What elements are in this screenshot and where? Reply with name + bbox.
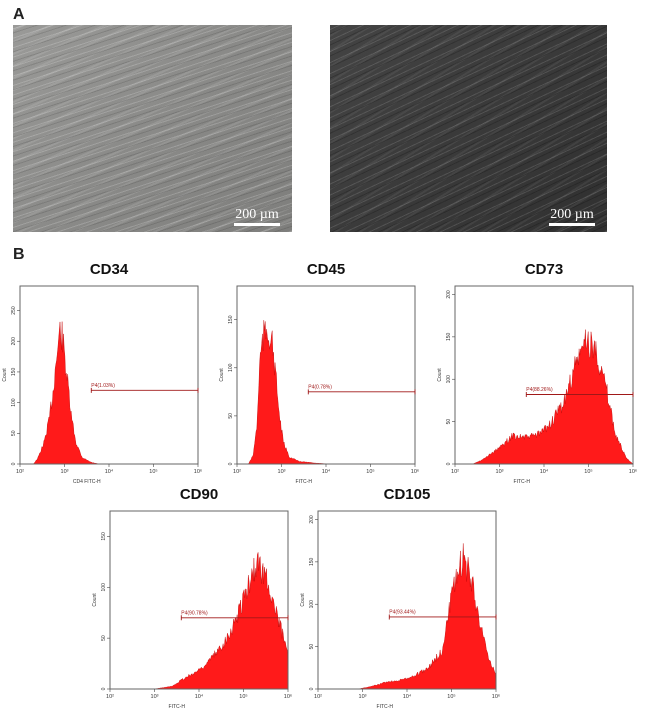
histogram-area xyxy=(472,329,634,465)
y-tick-label: 100 xyxy=(446,375,452,384)
gate-label: P4(90.78%) xyxy=(181,610,208,616)
y-tick-label: 100 xyxy=(228,363,234,372)
histogram-area xyxy=(154,552,289,690)
x-tick-label: 10³ xyxy=(151,694,159,700)
histogram-area xyxy=(33,321,100,465)
gate-label: P4(1.03%) xyxy=(91,383,115,389)
y-tick-label: 150 xyxy=(11,368,17,377)
scale-bar-label: 200 µm xyxy=(235,207,279,222)
y-tick-label: 50 xyxy=(309,644,315,650)
x-tick-label: 10³ xyxy=(61,469,69,475)
x-tick-label: 10² xyxy=(451,469,459,475)
gate-marker xyxy=(90,387,199,393)
x-tick-label: 10⁴ xyxy=(540,468,549,475)
x-tick-label: 10³ xyxy=(359,694,367,700)
histogram-area xyxy=(358,543,497,690)
x-tick-label: 10⁴ xyxy=(195,693,204,700)
x-tick-label: 10⁶ xyxy=(411,468,419,475)
micrograph-bright-field: 200 µm xyxy=(13,25,292,232)
gate-label: P4(0.78%) xyxy=(308,384,332,390)
x-tick-label: 10⁶ xyxy=(629,468,637,475)
plot-canvas: 0 50 100 150 200 250 Count 10² 10³ 10⁴ 10⁵ 10⁶ CD4 F… xyxy=(2,285,202,485)
plot-title: CD105 xyxy=(383,486,431,503)
x-tick-label: 10⁴ xyxy=(403,693,412,700)
x-tick-label: 10² xyxy=(233,469,241,475)
plot-title: CD73 xyxy=(524,261,564,278)
x-axis-label: FITC-H xyxy=(514,479,531,485)
y-axis-label: Count xyxy=(92,593,98,607)
y-tick-label: 50 xyxy=(11,430,17,436)
x-axis-label: FITC-H xyxy=(377,704,394,710)
gate-marker xyxy=(180,615,289,621)
y-tick-label: 250 xyxy=(11,306,17,315)
y-tick-label: 0 xyxy=(309,687,315,690)
y-axis-label: Count xyxy=(219,368,225,382)
gate-marker xyxy=(388,614,497,620)
x-tick-label: 10³ xyxy=(496,469,504,475)
x-axis-label: FITC-H xyxy=(296,479,313,485)
y-tick-label: 0 xyxy=(446,462,452,465)
x-tick-label: 10⁵ xyxy=(239,693,247,700)
y-tick-label: 200 xyxy=(309,515,315,524)
y-tick-label: 0 xyxy=(228,462,234,465)
y-tick-label: 100 xyxy=(309,600,315,609)
plot-title: CD45 xyxy=(306,261,346,278)
plot-canvas: 0 50 100 150 Count 10² 10³ 10⁴ 10⁵ 10⁶ FITC-H P4(0.… xyxy=(219,285,419,485)
y-tick-label: 150 xyxy=(228,315,234,324)
y-axis-label: Count xyxy=(437,368,443,382)
gate-marker xyxy=(307,389,416,395)
panel-b-label: B xyxy=(13,246,25,263)
x-tick-label: 10⁶ xyxy=(492,693,500,700)
y-tick-label: 0 xyxy=(11,462,17,465)
x-tick-label: 10⁶ xyxy=(194,468,202,475)
plot-canvas: 0 50 100 150 200 Count 10² 10³ 10⁴ 10⁵ 10⁶ FITC-H P4… xyxy=(437,285,637,485)
x-tick-label: 10⁴ xyxy=(105,468,114,475)
gate-label: P4(88.26%) xyxy=(526,387,553,393)
y-tick-label: 150 xyxy=(309,557,315,566)
gate-marker xyxy=(525,391,634,397)
y-tick-label: 150 xyxy=(101,532,107,541)
y-tick-label: 100 xyxy=(11,398,17,407)
x-tick-label: 10³ xyxy=(278,469,286,475)
scale-bar-line xyxy=(234,223,280,226)
scale-bar: 200 µm xyxy=(234,207,280,226)
y-tick-label: 0 xyxy=(101,687,107,690)
y-axis-label: Count xyxy=(2,368,8,382)
gate-label: P4(93.44%) xyxy=(389,609,416,615)
x-tick-label: 10² xyxy=(314,694,322,700)
y-axis-label: Count xyxy=(300,593,306,607)
plot-title: CD90 xyxy=(179,486,219,503)
y-tick-label: 200 xyxy=(446,290,452,299)
plot-canvas: 0 50 100 150 Count 10² 10³ 10⁴ 10⁵ 10⁶ FITC-H P4(90… xyxy=(92,510,292,710)
x-tick-label: 10⁵ xyxy=(584,468,592,475)
panel-a-label: A xyxy=(13,6,25,23)
x-tick-label: 10⁵ xyxy=(149,468,157,475)
histogram-area xyxy=(248,320,330,465)
scale-bar-line xyxy=(549,223,595,226)
y-tick-label: 50 xyxy=(228,413,234,419)
x-tick-label: 10² xyxy=(106,694,114,700)
x-axis-label: FITC-H xyxy=(169,704,186,710)
y-tick-label: 150 xyxy=(446,332,452,341)
y-tick-label: 100 xyxy=(101,583,107,592)
micrograph-phase-contrast: 200 µm xyxy=(330,25,607,232)
x-tick-label: 10² xyxy=(16,469,24,475)
x-tick-label: 10⁵ xyxy=(366,468,374,475)
y-tick-label: 50 xyxy=(101,635,107,641)
plot-canvas: 0 50 100 150 200 Count 10² 10³ 10⁴ 10⁵ 10⁶ FITC-H P4… xyxy=(300,510,500,710)
scale-bar-label: 200 µm xyxy=(550,207,594,222)
x-tick-label: 10⁵ xyxy=(447,693,455,700)
plot-title: CD34 xyxy=(89,261,129,278)
scale-bar: 200 µm xyxy=(549,207,595,226)
x-axis-label: CD4 FITC-H xyxy=(73,479,101,485)
y-tick-label: 200 xyxy=(11,337,17,346)
x-tick-label: 10⁶ xyxy=(284,693,292,700)
y-tick-label: 50 xyxy=(446,419,452,425)
x-tick-label: 10⁴ xyxy=(322,468,331,475)
